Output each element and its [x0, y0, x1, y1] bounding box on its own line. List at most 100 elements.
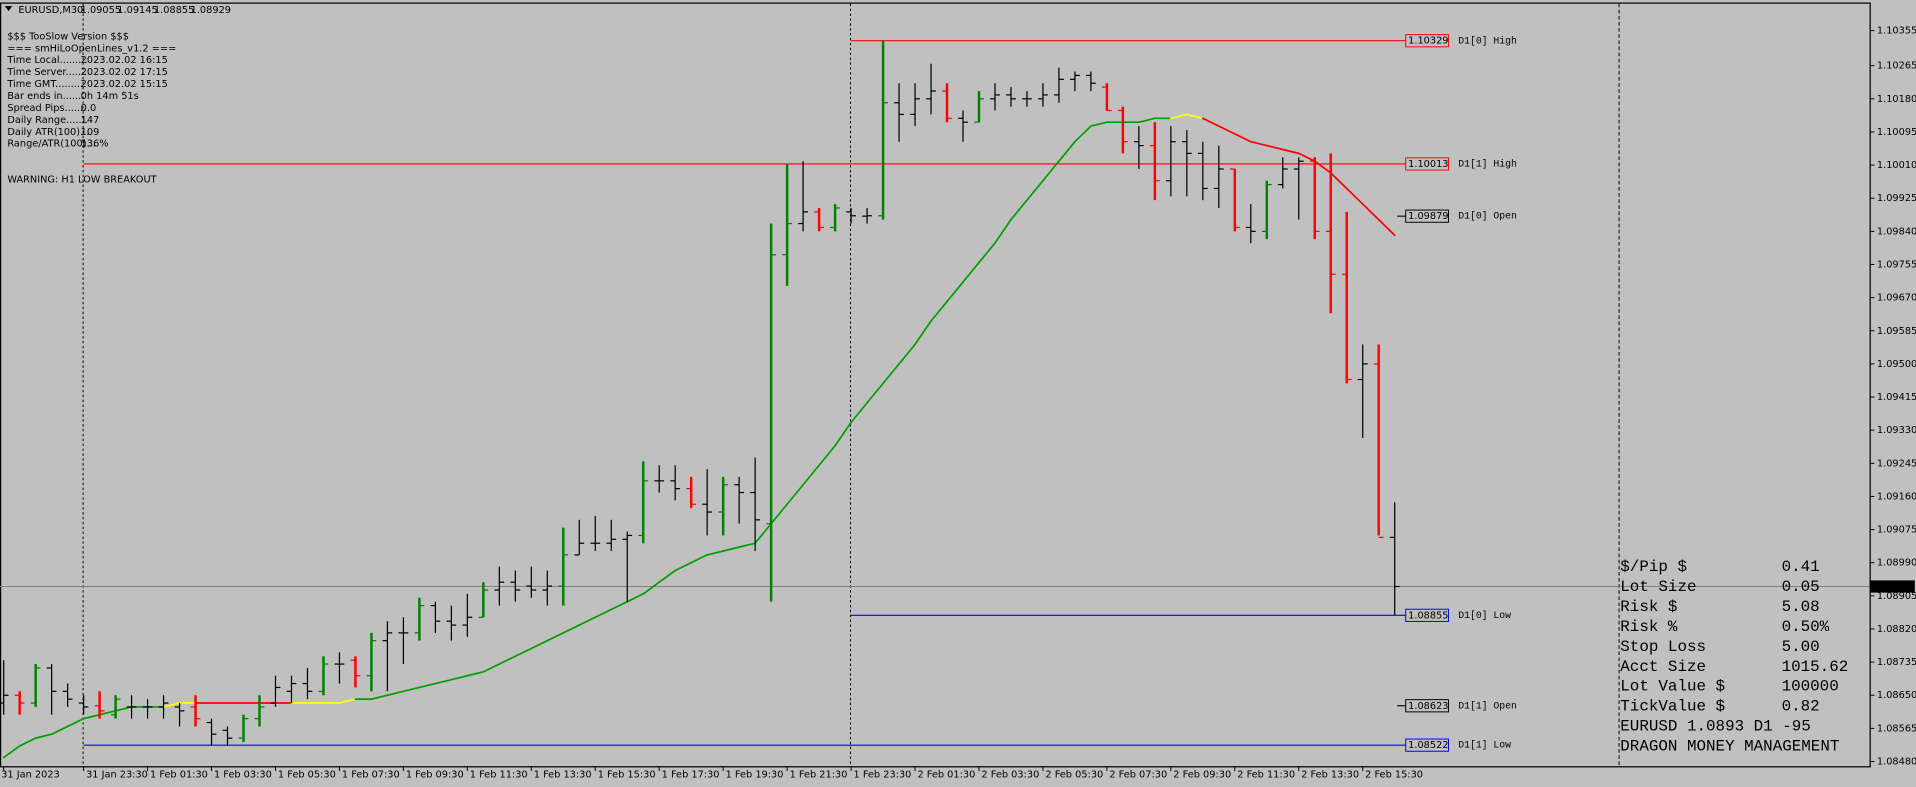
ma-segment — [738, 542, 757, 548]
ma-segment — [1042, 160, 1060, 182]
level-box — [1405, 738, 1449, 752]
level-value: 1.10013 — [1408, 159, 1448, 170]
ma-segment — [1201, 117, 1220, 127]
ma-segment — [338, 698, 357, 704]
ma-segment — [1170, 113, 1188, 120]
ma-segment — [530, 639, 549, 650]
y-tick-label: 1.09075 — [1877, 525, 1916, 536]
ma-segment — [802, 464, 820, 486]
x-tick-label: 1 Feb 03:30 — [214, 770, 272, 781]
level-value: 1.08855 — [1408, 610, 1448, 621]
level-name: D1[1] Open — [1458, 700, 1517, 711]
info-label: Daily ATR(100).... — [7, 127, 92, 138]
ma-segment — [690, 554, 709, 564]
ma-segment — [498, 655, 517, 665]
y-tick-label: 1.09670 — [1877, 293, 1916, 304]
x-tick-label: 2 Feb 07:30 — [1109, 770, 1167, 781]
x-tick-label: 1 Feb 23:30 — [854, 770, 912, 781]
y-tick-label: 1.09500 — [1877, 359, 1916, 370]
ma-segment — [626, 593, 645, 603]
y-tick-label: 1.08565 — [1877, 723, 1916, 734]
y-tick-label: 1.10010 — [1877, 160, 1916, 171]
ma-segment — [1217, 125, 1236, 135]
level-name: D1[1] High — [1458, 158, 1517, 169]
ma-segment — [930, 300, 948, 322]
mm-value: 5.08 — [1782, 598, 1820, 616]
ma-segment — [1281, 148, 1300, 155]
x-tick-label: 1 Feb 21:30 — [790, 770, 848, 781]
ma-segment — [994, 218, 1012, 244]
y-tick-label: 1.10265 — [1877, 61, 1916, 72]
ma-segment — [434, 678, 453, 685]
mm-value: 100000 — [1782, 678, 1839, 696]
bar-high: 1.09145 — [117, 5, 157, 16]
menu-arrow[interactable] — [4, 6, 13, 12]
mm-label: DRAGON MONEY MANAGEMENT — [1620, 737, 1839, 755]
y-tick-label: 1.09925 — [1877, 193, 1916, 204]
x-tick-label: 1 Feb 19:30 — [726, 770, 784, 781]
ma-segment — [82, 713, 101, 720]
ma-segment — [1329, 172, 1348, 190]
info-value: 0.0 — [81, 103, 97, 114]
mm-value: 1015.62 — [1782, 658, 1849, 676]
ma-segment — [98, 709, 117, 716]
ma-segment — [962, 261, 980, 283]
mm-value: 0.82 — [1782, 698, 1820, 716]
x-tick-label: 2 Feb 13:30 — [1301, 770, 1359, 781]
x-tick-label: 1 Feb 07:30 — [342, 770, 400, 781]
panel-subtitle: === smHiLoOpenLines_v1.2 === — [7, 43, 176, 54]
ma-segment — [514, 647, 533, 658]
mm-value: 5.00 — [1782, 638, 1820, 656]
ma-segment — [754, 522, 772, 545]
level-name: D1[1] Low — [1458, 740, 1511, 751]
ma-segment — [1090, 121, 1108, 127]
ma-segment — [866, 382, 884, 404]
mm-label: Stop Loss — [1620, 638, 1706, 656]
y-tick-label: 1.08905 — [1877, 591, 1916, 602]
ma-segment — [818, 444, 836, 467]
ma-segment — [450, 674, 469, 681]
level-value: 1.08522 — [1408, 740, 1448, 751]
info-label: Daily Range....... — [7, 115, 88, 126]
ma-segment — [594, 608, 613, 619]
info-value: 2023.02.02 17:15 — [81, 67, 168, 78]
symbol: EURUSD,M30 — [18, 5, 83, 16]
x-tick-label: 2 Feb 15:30 — [1365, 770, 1423, 781]
bar-close: 1.08929 — [191, 5, 231, 16]
info-value: 109 — [81, 127, 100, 138]
level-name: D1[0] Open — [1458, 211, 1517, 222]
y-tick-label: 1.08650 — [1877, 690, 1916, 701]
mm-value: 0.50% — [1782, 618, 1830, 636]
ma-segment — [1185, 113, 1204, 120]
ma-segment — [418, 682, 437, 689]
ma-segment — [66, 717, 85, 728]
ma-segment — [914, 320, 932, 346]
ma-segment — [1010, 199, 1028, 221]
ma-segment — [1361, 203, 1380, 221]
info-value: 136% — [81, 139, 109, 150]
ma-segment — [1074, 125, 1092, 143]
level-box — [1405, 608, 1449, 622]
ma-segment — [466, 670, 485, 677]
ma-segment — [850, 402, 868, 424]
bar-low: 1.08855 — [154, 5, 194, 16]
ma-segment — [978, 242, 996, 264]
info-label: Bar ends in....... — [7, 91, 84, 102]
level-box — [1405, 209, 1449, 223]
ma-segment — [786, 483, 804, 506]
ma-segment — [1345, 187, 1364, 205]
ma-segment — [386, 690, 405, 697]
ma-segment — [562, 624, 581, 634]
mm-label: TickValue $ — [1620, 698, 1725, 716]
y-tick-label: 1.09415 — [1877, 392, 1916, 403]
bar-open: 1.09055 — [81, 5, 121, 16]
ma-segment — [1313, 160, 1332, 174]
panel-title: $$$ TooSlow Version $$$ — [7, 32, 129, 43]
ma-segment — [18, 737, 37, 747]
mm-label: EURUSD 1.0893 D1 -95 — [1620, 718, 1811, 736]
x-tick-label: 1 Feb 15:30 — [598, 770, 656, 781]
ma-segment — [1297, 152, 1316, 163]
y-tick-label: 1.09245 — [1877, 458, 1916, 469]
